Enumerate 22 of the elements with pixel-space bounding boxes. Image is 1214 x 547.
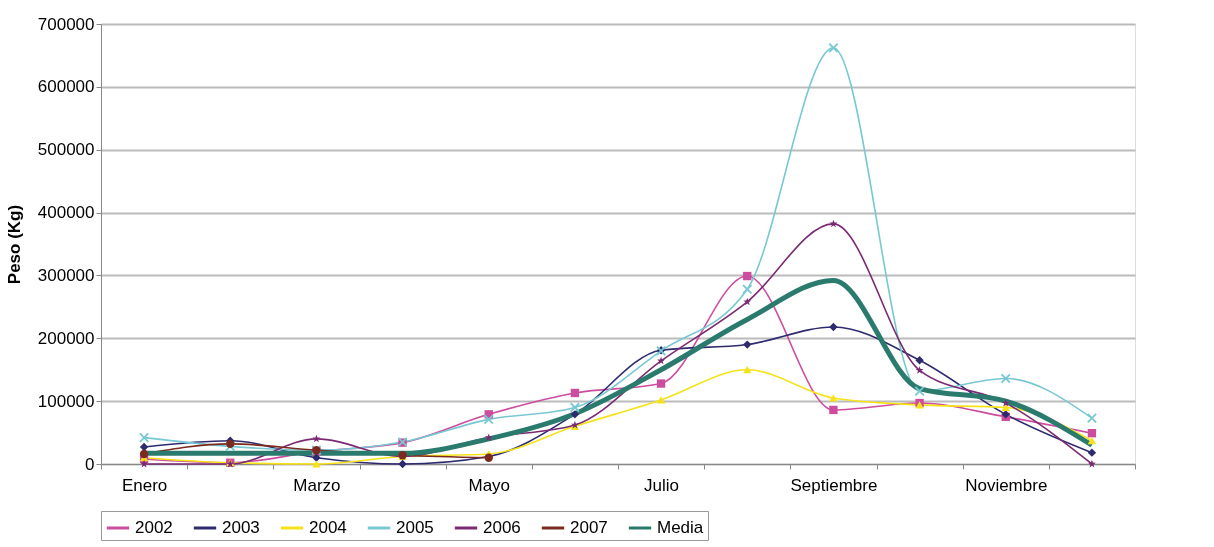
legend-label: 2007 bbox=[570, 518, 608, 537]
y-tick-label: 500000 bbox=[37, 140, 95, 160]
y-axis-title: Peso (Kg) bbox=[4, 204, 24, 285]
x-tick-label: Septiembre bbox=[790, 475, 878, 495]
x-tick-label: Enero bbox=[121, 475, 168, 495]
x-tick-label: Marzo bbox=[293, 475, 341, 495]
x-tick-label: Noviembre bbox=[965, 475, 1048, 495]
x-tick-label: Julio bbox=[644, 475, 680, 495]
legend-label: 2002 bbox=[135, 518, 173, 537]
y-tick-label: 200000 bbox=[37, 328, 95, 348]
y-tick-label: 700000 bbox=[37, 14, 95, 34]
y-tick-label: 0 bbox=[85, 454, 95, 474]
y-tick-label: 300000 bbox=[37, 265, 95, 285]
legend-label: 2003 bbox=[222, 518, 260, 537]
legend-label: 2005 bbox=[396, 518, 434, 537]
legend-label: 2006 bbox=[483, 518, 521, 537]
y-tick-label: 400000 bbox=[37, 203, 95, 223]
x-tick-label: Mayo bbox=[468, 475, 511, 495]
y-tick-label: 100000 bbox=[37, 391, 95, 411]
legend-label: 2004 bbox=[309, 518, 347, 537]
y-tick-label: 600000 bbox=[37, 77, 95, 97]
legend-label: Media bbox=[657, 518, 704, 537]
